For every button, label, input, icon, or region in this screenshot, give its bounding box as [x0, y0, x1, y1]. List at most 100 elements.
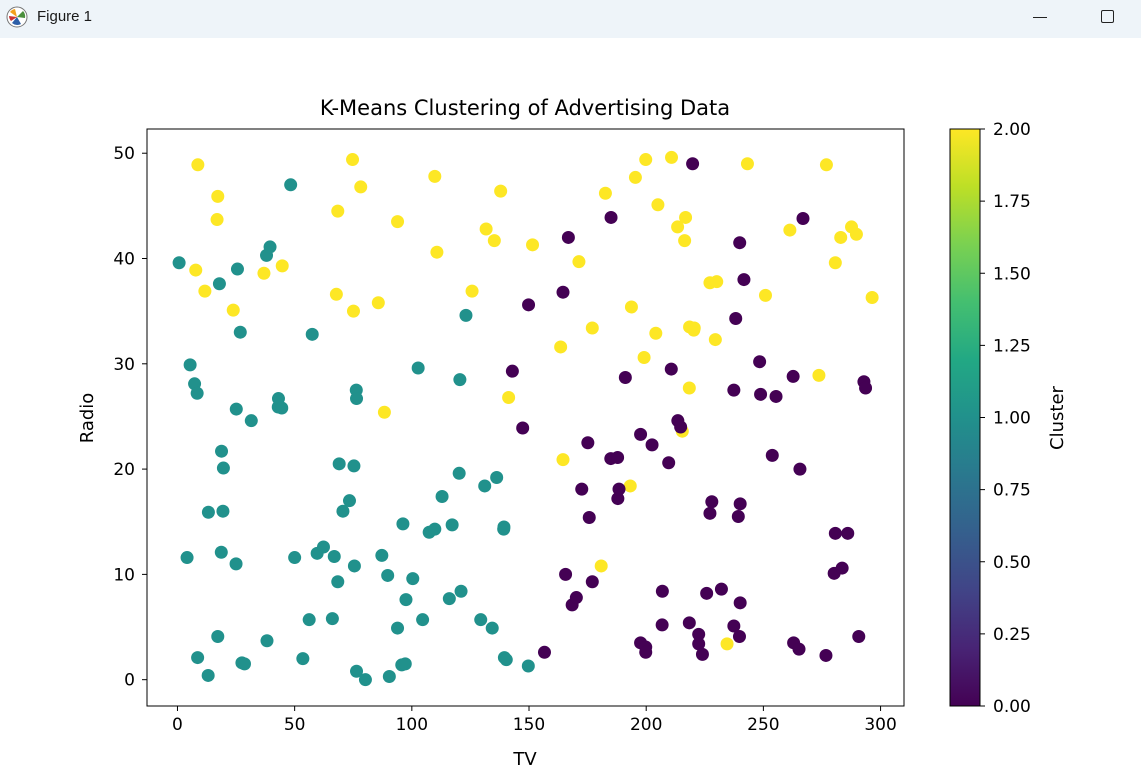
data-point-cluster-2: [331, 204, 345, 218]
minimize-button[interactable]: [1017, 0, 1063, 38]
data-point-cluster-1: [350, 664, 364, 678]
data-point-cluster-1: [216, 504, 230, 518]
data-point-cluster-1: [454, 584, 468, 598]
data-point-cluster-2: [849, 227, 863, 241]
data-point-cluster-1: [327, 549, 341, 563]
data-point-cluster-2: [377, 405, 391, 419]
data-point-cluster-2: [834, 230, 848, 244]
data-point-cluster-1: [452, 466, 466, 480]
data-point-cluster-0: [611, 451, 625, 465]
data-point-cluster-1: [497, 520, 511, 534]
data-point-cluster-0: [792, 642, 806, 656]
data-point-cluster-1: [347, 559, 361, 573]
data-point-cluster-1: [332, 457, 346, 471]
y-tick-label: 20: [113, 460, 135, 480]
data-point-cluster-1: [342, 494, 356, 508]
data-point-cluster-2: [502, 390, 516, 404]
x-tick-label: 300: [864, 715, 896, 735]
data-point-cluster-1: [305, 327, 319, 341]
data-point-cluster-0: [655, 618, 669, 632]
data-point-cluster-2: [649, 326, 663, 340]
data-point-cluster-0: [674, 420, 688, 434]
data-point-cluster-2: [487, 234, 501, 248]
data-point-cluster-2: [710, 275, 724, 289]
data-point-cluster-0: [733, 236, 747, 250]
data-point-cluster-0: [522, 298, 536, 312]
data-point-cluster-0: [505, 364, 519, 378]
data-point-cluster-1: [350, 392, 364, 406]
data-point-cluster-1: [229, 557, 243, 571]
data-point-cluster-1: [263, 240, 277, 254]
window-title: Figure 1: [37, 8, 93, 25]
x-axis-label: TV: [512, 749, 537, 770]
data-point-cluster-0: [556, 285, 570, 299]
data-point-cluster-1: [230, 262, 244, 276]
x-tick-label: 200: [630, 715, 662, 735]
data-point-cluster-0: [703, 506, 717, 520]
data-point-cluster-1: [302, 613, 316, 627]
data-point-cluster-1: [399, 593, 413, 607]
maximize-button[interactable]: [1085, 0, 1131, 38]
data-point-cluster-1: [453, 373, 467, 387]
y-tick-label: 40: [113, 250, 135, 270]
data-point-cluster-1: [521, 659, 535, 673]
x-tick-label: 150: [513, 715, 545, 735]
data-point-cluster-0: [692, 627, 706, 641]
scatter-points: [172, 150, 879, 687]
data-point-cluster-0: [705, 495, 719, 509]
data-point-cluster-2: [687, 321, 701, 335]
data-point-cluster-0: [769, 389, 783, 403]
data-point-cluster-0: [537, 645, 551, 659]
data-point-cluster-1: [215, 444, 229, 458]
y-axis-label: Radio: [77, 393, 98, 444]
data-point-cluster-0: [655, 584, 669, 598]
data-point-cluster-1: [406, 572, 420, 586]
data-point-cluster-1: [428, 522, 442, 536]
colorbar-label: Cluster: [1047, 385, 1068, 449]
data-point-cluster-1: [336, 504, 350, 518]
data-point-cluster-2: [465, 284, 479, 298]
data-point-cluster-2: [226, 303, 240, 317]
data-point-cluster-2: [556, 453, 570, 467]
data-point-cluster-0: [754, 387, 768, 401]
data-point-cluster-2: [708, 333, 722, 347]
data-point-cluster-1: [216, 461, 230, 475]
data-point-cluster-1: [331, 575, 345, 589]
data-point-cluster-0: [731, 509, 745, 523]
y-axis: 0 10 20 30 40 50: [113, 144, 147, 691]
data-point-cluster-2: [651, 198, 665, 212]
data-point-cluster-0: [585, 575, 599, 589]
data-point-cluster-2: [682, 381, 696, 395]
figure-canvas: K-Means Clustering of Advertising Data 0…: [77, 96, 1068, 770]
data-point-cluster-2: [740, 157, 754, 171]
data-point-cluster-0: [682, 616, 696, 630]
y-tick-label: 10: [113, 565, 135, 585]
data-point-cluster-2: [812, 368, 826, 382]
data-point-cluster-0: [618, 370, 632, 384]
data-point-cluster-0: [582, 511, 596, 525]
data-point-cluster-0: [686, 157, 700, 171]
data-point-cluster-0: [793, 462, 807, 476]
data-point-cluster-0: [732, 630, 746, 644]
data-point-cluster-2: [346, 153, 360, 167]
data-point-cluster-2: [275, 259, 289, 273]
data-point-cluster-1: [275, 401, 289, 415]
data-point-cluster-2: [598, 186, 612, 200]
data-point-cluster-2: [430, 245, 444, 259]
data-point-cluster-0: [828, 526, 842, 540]
matplotlib-icon: [6, 6, 28, 28]
data-point-cluster-1: [478, 479, 492, 493]
data-point-cluster-0: [516, 421, 530, 435]
data-point-cluster-2: [494, 184, 508, 198]
maximize-icon: [1101, 10, 1114, 23]
data-point-cluster-0: [796, 211, 810, 225]
data-point-cluster-1: [183, 358, 197, 372]
data-point-cluster-1: [237, 657, 251, 671]
data-point-cluster-0: [714, 582, 728, 596]
y-tick-label: 0: [124, 671, 135, 691]
data-point-cluster-0: [700, 586, 714, 600]
data-point-cluster-2: [678, 234, 692, 248]
data-point-cluster-1: [381, 568, 395, 582]
data-point-cluster-0: [695, 647, 709, 661]
data-point-cluster-2: [198, 284, 212, 298]
